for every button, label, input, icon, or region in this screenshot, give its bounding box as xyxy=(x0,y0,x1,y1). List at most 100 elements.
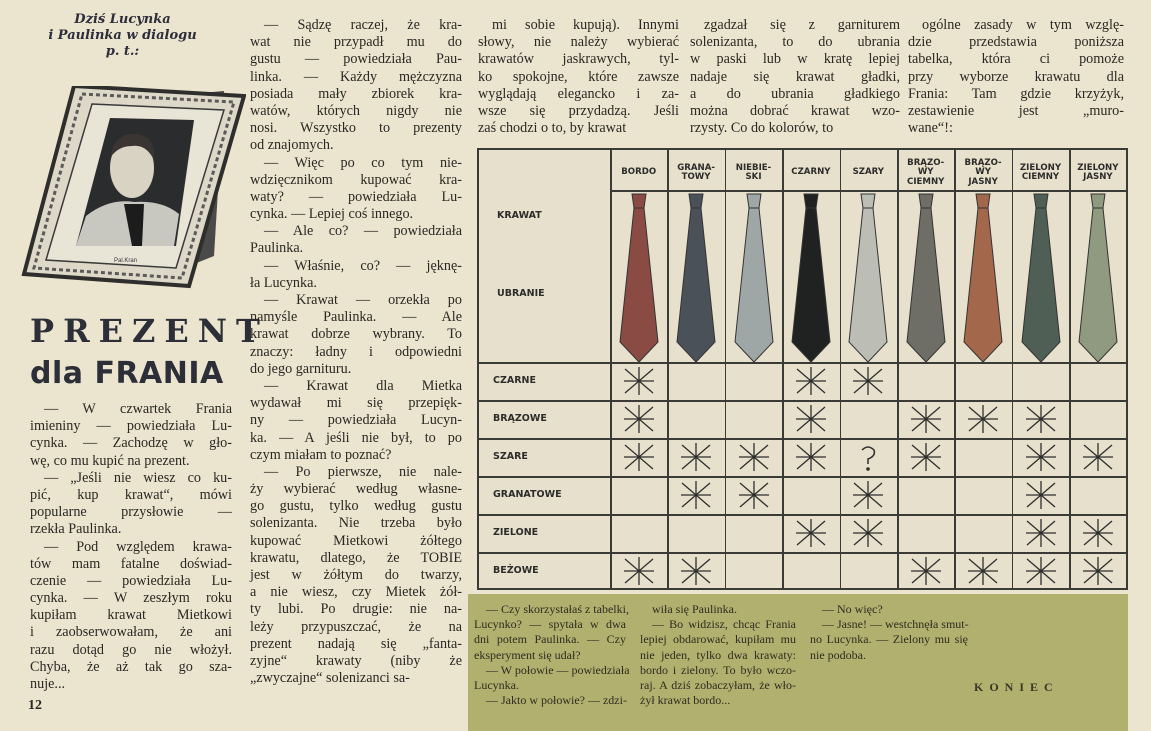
grid-line xyxy=(839,150,842,588)
text-line: ko spokojne, które zawsze xyxy=(478,68,679,85)
asterisk-mark-icon xyxy=(853,367,884,395)
text-line: cynka. — Lepiej coś innego. xyxy=(250,206,414,223)
page-number: 12 xyxy=(28,698,42,713)
text-line: — W czwartek Frania xyxy=(44,401,232,417)
asterisk-mark-icon xyxy=(910,405,941,433)
text-line: — Po pierwsze, nie nale- xyxy=(264,463,462,480)
asterisk-mark-icon xyxy=(968,405,999,433)
text-line: kupiłam krawat Mietkowi xyxy=(30,607,232,624)
text-line: wę, co mu kupić na prezent. xyxy=(30,452,190,469)
asterisk-mark-icon xyxy=(1025,481,1056,509)
asterisk-mark-icon xyxy=(1025,519,1056,547)
grid-line xyxy=(479,438,1126,440)
text-line: bordo i zielony. To było wczo- xyxy=(640,662,796,677)
text-line: mi sobie kupują). Innymi xyxy=(492,17,679,33)
text-line: cynka. — Zachodzę w gło- xyxy=(30,435,232,452)
text-line: wane“!: xyxy=(908,120,953,137)
column-header: BORDO xyxy=(621,167,657,178)
text-line: tów mam fatalne doświad- xyxy=(30,555,232,572)
asterisk-mark-icon xyxy=(681,481,712,509)
text-line: Frania: Tam gdzie krzyżyk, xyxy=(908,85,1124,102)
grid-line xyxy=(1126,150,1129,588)
asterisk-mark-icon xyxy=(910,557,941,585)
text-line: wiła się Paulinka. xyxy=(652,602,737,616)
text-line: — Czy skorzystałaś z tabelki, xyxy=(486,602,629,616)
asterisk-mark-icon xyxy=(795,405,826,433)
asterisk-mark-icon xyxy=(910,443,941,471)
text-line: krawatów jaskrawych, tyl- xyxy=(478,51,679,68)
text-line: — „Jeśli nie wiesz co ku- xyxy=(44,469,232,486)
text-column-4: zgadzał się z garniturem solenizanta, to … xyxy=(690,17,900,137)
asterisk-mark-icon xyxy=(795,519,826,547)
asterisk-mark-icon xyxy=(623,405,654,433)
text-line: nuje... xyxy=(30,676,66,692)
text-line: słowy, nie należy wybierać xyxy=(478,34,679,51)
text-line: eksperyment się udał? xyxy=(474,647,581,662)
text-line: — Bo widzisz, chcąc Frania xyxy=(652,617,796,632)
asterisk-mark-icon xyxy=(795,443,826,471)
tie-matching-table: KRAWAT UBRANIE BORDO GRANA- TOWY NIEBIE-… xyxy=(477,148,1129,590)
text-line: zgadzał się z garniturem xyxy=(704,17,900,33)
text-line: znaczy: ładny i odpowiedni xyxy=(250,343,462,360)
grid-line xyxy=(724,150,727,588)
text-line: czenie — powiedziała Lu- xyxy=(30,572,232,589)
text-line: — W połowie — powiedziała xyxy=(486,662,630,677)
text-line: cynka. — W zeszłym roku xyxy=(30,590,232,607)
asterisk-mark-icon xyxy=(738,443,769,471)
grid-line xyxy=(610,150,612,588)
text-line: dzie przedstawia poniższa xyxy=(908,34,1124,51)
text-line: — Krawat dla Mietka xyxy=(264,377,462,394)
asterisk-mark-icon xyxy=(853,481,884,509)
text-line: — Właśnie, co? — jęknę- xyxy=(264,257,462,274)
ending-column-3: — No więc? — Jasne! — westchnęła smut-no … xyxy=(810,602,969,663)
text-line: popularne przysłowie — xyxy=(30,504,232,521)
text-line: wyglądają elegancko i za- xyxy=(478,85,679,102)
text-line: ka. — A jeśli nie był, to po xyxy=(250,429,462,446)
grid-line xyxy=(1011,150,1014,588)
asterisk-mark-icon xyxy=(795,367,826,395)
text-line: leży przypuszczać, że na xyxy=(250,618,462,635)
tie-icon xyxy=(1020,193,1061,363)
text-line: nadaje się krawat gładki, xyxy=(690,68,900,85)
text-line: tabelka, która ci pomoże xyxy=(908,51,1124,68)
text-line: jest w żółtym do twarzy, xyxy=(250,567,462,583)
asterisk-mark-icon xyxy=(738,481,769,509)
text-line: lepiej obdarować, kupiłam mu xyxy=(640,632,796,647)
asterisk-mark-icon xyxy=(623,557,654,585)
text-line: zyjne“ krawaty (niby że xyxy=(250,652,462,669)
artist-signature: Pal.Kran xyxy=(114,258,137,264)
grid-line xyxy=(479,476,1126,478)
row-label: CZARNE xyxy=(493,375,536,386)
intro-line: p. t.: xyxy=(105,44,140,59)
text-line: wydawał mi się przepięk- xyxy=(250,395,462,412)
text-line: — Ale co? — powiedziała xyxy=(264,223,462,240)
text-line: kupować Mietkowi żółtego xyxy=(250,532,462,549)
tie-icon xyxy=(1078,193,1118,363)
column-header: ZIELONY CIEMNY xyxy=(1019,162,1062,182)
intro-line: Dziś Lucynka xyxy=(74,12,171,27)
grid-line xyxy=(954,150,956,588)
text-line: krawatu, dlatego, że TOBIE xyxy=(250,549,462,566)
asterisk-mark-icon xyxy=(853,519,884,547)
text-column-2: — Sądzę raczej, że kra-wat nie przypadł … xyxy=(250,17,462,687)
question-mark-icon xyxy=(861,446,876,471)
asterisk-mark-icon xyxy=(1025,405,1056,433)
text-line: czym miałam to poznać? xyxy=(250,446,392,463)
text-line: rzekła Paulinka. xyxy=(30,521,122,538)
text-line: a nie wiesz, czy Mietek żół- xyxy=(250,584,462,601)
asterisk-mark-icon xyxy=(1082,557,1113,585)
tie-icon xyxy=(733,193,774,363)
text-line: prezent nadają się „fanta- xyxy=(250,635,462,652)
column-header: CZARNY xyxy=(791,167,831,178)
text-line: namyśle Paulinka. — Ale xyxy=(250,309,462,326)
row-label: ZIELONE xyxy=(493,527,539,538)
asterisk-mark-icon xyxy=(681,443,712,471)
article-title-line2: dla FRANIA xyxy=(30,356,224,391)
grid-line xyxy=(479,514,1126,516)
text-line: razu dotąd go nie włożył. xyxy=(30,641,232,658)
text-column-1: — W czwartek Frania imieniny — powiedział… xyxy=(30,401,232,693)
text-line: nie jeden, tylko dwa krawaty: xyxy=(640,647,796,662)
column-header: BRĄZO- WY JASNY xyxy=(964,157,1002,187)
ending-box: — Czy skorzystałaś z tabelki, Lucynko? — … xyxy=(468,594,1128,731)
text-line: gustu — powiedziała Pau- xyxy=(250,51,462,68)
